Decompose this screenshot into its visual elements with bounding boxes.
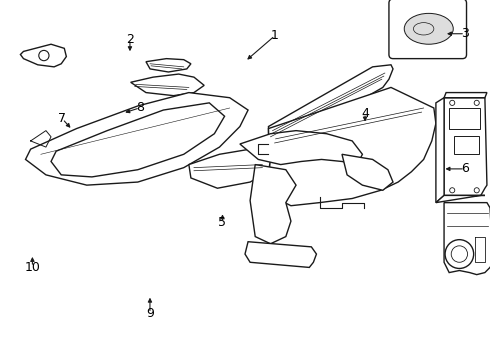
Text: 4: 4 — [361, 107, 369, 120]
Text: 1: 1 — [271, 29, 279, 42]
Polygon shape — [240, 131, 363, 165]
Polygon shape — [131, 74, 204, 96]
Polygon shape — [25, 93, 248, 185]
Polygon shape — [245, 242, 317, 267]
Polygon shape — [436, 98, 444, 203]
Polygon shape — [444, 98, 487, 195]
Text: 9: 9 — [146, 307, 154, 320]
Text: 5: 5 — [219, 216, 226, 229]
Text: 6: 6 — [461, 162, 469, 175]
Text: 2: 2 — [126, 33, 134, 46]
Polygon shape — [269, 87, 436, 206]
Text: 10: 10 — [24, 261, 40, 274]
Polygon shape — [342, 154, 393, 190]
Bar — [449, 108, 480, 129]
Polygon shape — [189, 149, 270, 188]
Polygon shape — [146, 59, 191, 72]
Text: 8: 8 — [136, 101, 144, 114]
Bar — [454, 136, 479, 154]
Text: 7: 7 — [58, 112, 67, 125]
Polygon shape — [51, 103, 224, 177]
FancyBboxPatch shape — [389, 0, 466, 59]
Polygon shape — [444, 203, 490, 275]
Text: 3: 3 — [461, 27, 469, 40]
Polygon shape — [250, 165, 296, 244]
Polygon shape — [21, 44, 66, 67]
Ellipse shape — [404, 13, 453, 44]
Polygon shape — [269, 65, 393, 147]
Polygon shape — [444, 93, 487, 98]
Polygon shape — [436, 195, 485, 203]
